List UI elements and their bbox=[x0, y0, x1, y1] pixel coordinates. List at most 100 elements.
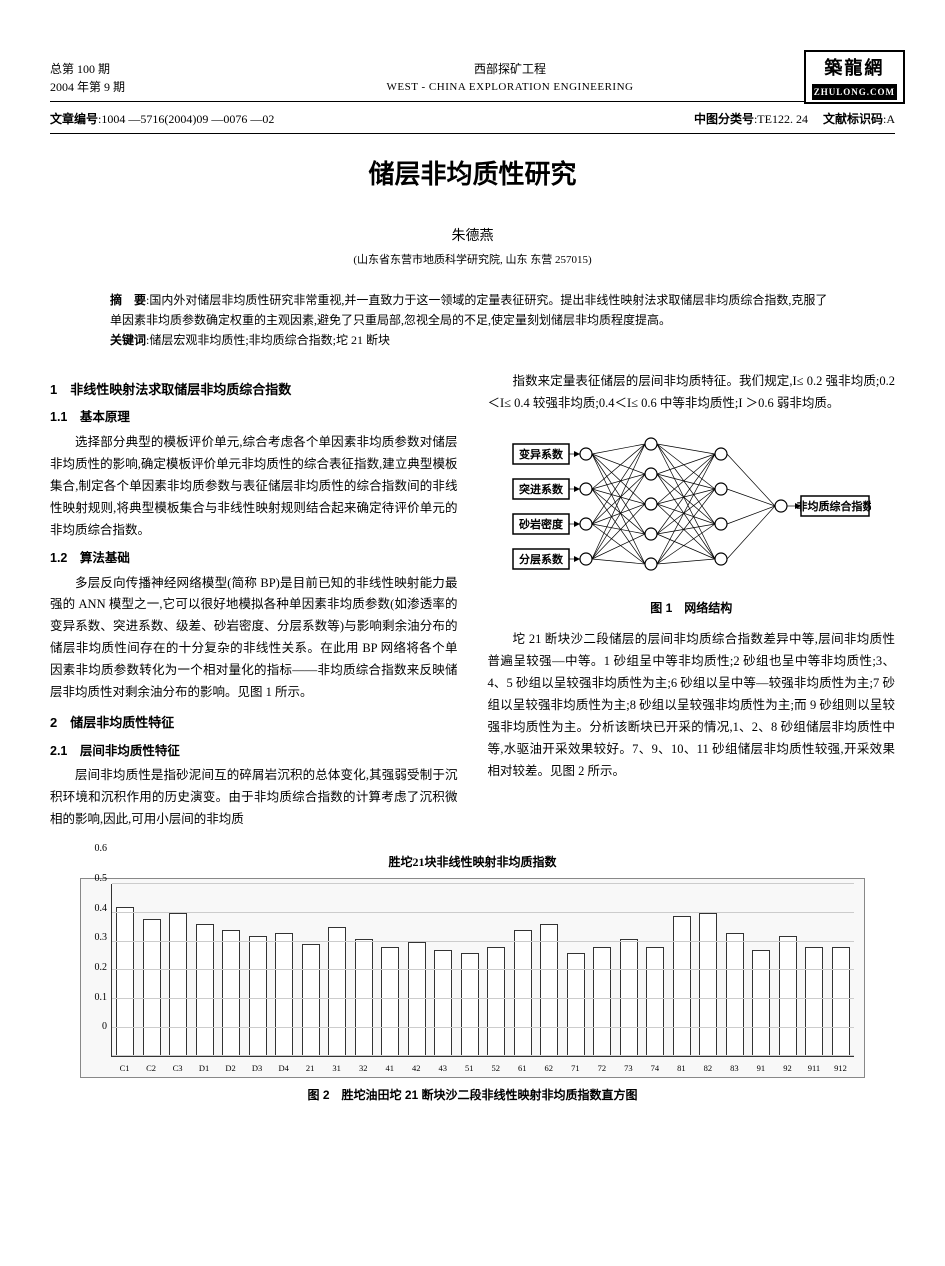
article-id-label: 文章编号 bbox=[50, 112, 98, 126]
para-col2-1: 指数来定量表征储层的层间非均质特征。我们规定,I≤ 0.2 强非均质;0.2＜I… bbox=[488, 371, 896, 415]
x-label: D1 bbox=[195, 1062, 213, 1076]
bar bbox=[646, 947, 664, 1056]
x-label: 74 bbox=[646, 1062, 664, 1076]
x-label: 73 bbox=[619, 1062, 637, 1076]
y-tick: 0.2 bbox=[95, 960, 108, 976]
para-1-1: 选择部分典型的模板评价单元,综合考虑各个单因素非均质参数对储层非均质性的影响,确… bbox=[50, 432, 458, 541]
plot-area bbox=[111, 884, 854, 1057]
bar bbox=[805, 947, 823, 1056]
bar bbox=[487, 947, 505, 1056]
keywords-label: 关键词 bbox=[110, 333, 146, 347]
x-label: D3 bbox=[248, 1062, 266, 1076]
figure-1-caption: 图 1 网络结构 bbox=[488, 598, 896, 619]
bar bbox=[673, 916, 691, 1056]
author-affiliation: (山东省东营市地质科学研究院, 山东 东营 257015) bbox=[50, 252, 895, 270]
bars-container bbox=[112, 884, 854, 1056]
figure-1: 变异系数突进系数砂岩密度分层系数 非均质综合指数 图 1 网络结构 bbox=[488, 424, 896, 619]
section-2: 2 储层非均质性特征 bbox=[50, 712, 458, 735]
para-1-2: 多层反向传播神经网络模型(简称 BP)是目前已知的非线性映射能力最强的 ANN … bbox=[50, 573, 458, 704]
bar bbox=[434, 950, 452, 1056]
x-label: C2 bbox=[142, 1062, 160, 1076]
bar bbox=[752, 950, 770, 1056]
clc-value: :TE122. 24 bbox=[754, 112, 808, 126]
y-tick: 0.1 bbox=[95, 990, 108, 1006]
journal-en: WEST - CHINA EXPLORATION ENGINEERING bbox=[125, 79, 895, 97]
figure-2: 胜坨21块非线性映射非均质指数 00.10.20.30.40.50.6 C1C2… bbox=[50, 853, 895, 1105]
issue-total: 总第 100 期 bbox=[50, 60, 125, 78]
bar bbox=[222, 930, 240, 1056]
column-left: 1 非线性映射法求取储层非均质综合指数 1.1 基本原理 选择部分典型的模板评价… bbox=[50, 371, 458, 833]
x-label: 911 bbox=[805, 1062, 823, 1076]
x-label: 52 bbox=[487, 1062, 505, 1076]
svg-text:突进系数: 突进系数 bbox=[519, 482, 564, 496]
journal-header: 总第 100 期 2004 年第 9 期 西部探矿工程 WEST - CHINA… bbox=[50, 60, 895, 102]
svg-text:非均质综合指数: 非均质综合指数 bbox=[797, 499, 872, 513]
x-label: D2 bbox=[222, 1062, 240, 1076]
bar bbox=[328, 927, 346, 1056]
y-tick: 0.4 bbox=[95, 901, 108, 917]
x-label: C3 bbox=[169, 1062, 187, 1076]
abstract-content: :国内外对储层非均质性研究非常重视,并一直致力于这一领域的定量表征研究。提出非线… bbox=[110, 293, 827, 327]
x-label: 51 bbox=[460, 1062, 478, 1076]
author-name: 朱德燕 bbox=[50, 226, 895, 248]
bar bbox=[302, 944, 320, 1056]
x-label: 81 bbox=[673, 1062, 691, 1076]
bar bbox=[381, 947, 399, 1056]
body-columns: 1 非线性映射法求取储层非均质综合指数 1.1 基本原理 选择部分典型的模板评价… bbox=[50, 371, 895, 833]
column-right: 指数来定量表征储层的层间非均质特征。我们规定,I≤ 0.2 强非均质;0.2＜I… bbox=[488, 371, 896, 833]
issue-info: 总第 100 期 2004 年第 9 期 bbox=[50, 60, 125, 96]
section-2-1: 2.1 层间非均质性特征 bbox=[50, 741, 458, 763]
figure-2-caption: 图 2 胜坨油田坨 21 断块沙二段非线性映射非均质指数直方图 bbox=[50, 1086, 895, 1105]
nn-diagram-svg: 变异系数突进系数砂岩密度分层系数 非均质综合指数 bbox=[511, 424, 871, 594]
section-1-2: 1.2 算法基础 bbox=[50, 548, 458, 570]
bar bbox=[408, 942, 426, 1057]
keywords-text: 关键词:储层宏观非均质性;非均质综合指数;坨 21 断块 bbox=[110, 330, 835, 350]
svg-text:砂岩密度: 砂岩密度 bbox=[519, 517, 564, 531]
bar bbox=[779, 936, 797, 1056]
x-label: 61 bbox=[513, 1062, 531, 1076]
svg-text:变异系数: 变异系数 bbox=[519, 447, 564, 461]
doc-code-value: :A bbox=[883, 112, 895, 126]
x-label: C1 bbox=[116, 1062, 134, 1076]
clc-block: 中图分类号:TE122. 24 文献标识码:A bbox=[694, 110, 895, 129]
para-2-1: 层间非均质性是指砂泥间互的碎屑岩沉积的总体变化,其强弱受制于沉积环境和沉积作用的… bbox=[50, 765, 458, 831]
chart-title: 胜坨21块非线性映射非均质指数 bbox=[50, 853, 895, 872]
bar bbox=[726, 933, 744, 1056]
issue-year: 2004 年第 9 期 bbox=[50, 78, 125, 96]
bar-chart: 00.10.20.30.40.50.6 C1C2C3D1D2D3D4213132… bbox=[80, 878, 865, 1078]
x-label: 912 bbox=[832, 1062, 850, 1076]
article-meta: 文章编号:1004 —5716(2004)09 —0076 —02 中图分类号:… bbox=[50, 110, 895, 134]
y-tick: 0.3 bbox=[95, 930, 108, 946]
journal-cn: 西部探矿工程 bbox=[125, 60, 895, 79]
bar bbox=[143, 919, 161, 1057]
publisher-logo: 築龍網 ZHULONG.COM bbox=[804, 50, 905, 104]
bar bbox=[832, 947, 850, 1056]
x-label: 92 bbox=[779, 1062, 797, 1076]
svg-text:分层系数: 分层系数 bbox=[519, 552, 564, 566]
x-label: 21 bbox=[301, 1062, 319, 1076]
y-tick: 0.6 bbox=[95, 841, 108, 857]
bar bbox=[593, 947, 611, 1056]
logo-main: 築龍網 bbox=[824, 58, 884, 78]
bar bbox=[275, 933, 293, 1056]
article-id: :1004 —5716(2004)09 —0076 —02 bbox=[98, 112, 274, 126]
x-label: 71 bbox=[566, 1062, 584, 1076]
keywords-content: :储层宏观非均质性;非均质综合指数;坨 21 断块 bbox=[146, 333, 390, 347]
x-label: 32 bbox=[354, 1062, 372, 1076]
y-axis: 00.10.20.30.40.50.6 bbox=[81, 879, 111, 1057]
x-axis-labels: C1C2C3D1D2D3D421313241424351526162717273… bbox=[111, 1062, 854, 1076]
abstract-block: 摘 要:国内外对储层非均质性研究非常重视,并一直致力于这一领域的定量表征研究。提… bbox=[110, 290, 835, 351]
x-label: 91 bbox=[752, 1062, 770, 1076]
x-label: 62 bbox=[540, 1062, 558, 1076]
abstract-text: 摘 要:国内外对储层非均质性研究非常重视,并一直致力于这一领域的定量表征研究。提… bbox=[110, 290, 835, 331]
x-label: 31 bbox=[328, 1062, 346, 1076]
section-1-1: 1.1 基本原理 bbox=[50, 407, 458, 429]
article-id-block: 文章编号:1004 —5716(2004)09 —0076 —02 bbox=[50, 110, 274, 129]
article-title: 储层非均质性研究 bbox=[50, 154, 895, 196]
abstract-label: 摘 要 bbox=[110, 293, 146, 307]
x-label: D4 bbox=[275, 1062, 293, 1076]
bar bbox=[249, 936, 267, 1056]
bar bbox=[169, 913, 187, 1056]
bar bbox=[196, 924, 214, 1056]
y-tick: 0 bbox=[102, 1019, 107, 1035]
